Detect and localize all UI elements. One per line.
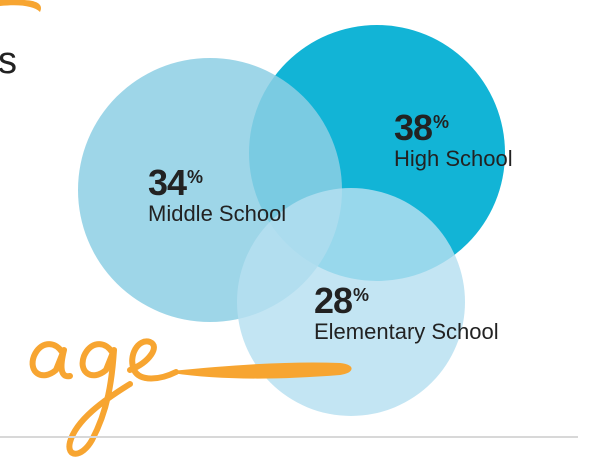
high-school-value: 38: [394, 107, 433, 148]
elementary-school-name: Elementary School: [314, 319, 499, 344]
elementary-school-value: 28: [314, 280, 353, 321]
venn-circle-elementary-school: [237, 188, 465, 416]
elementary-school-label: 28% Elementary School: [314, 283, 499, 343]
high-school-label: 38% High School: [394, 110, 513, 170]
orange-swoosh-top: [0, 0, 42, 12]
elementary-school-percent: 28%: [314, 283, 499, 319]
high-school-percent: 38%: [394, 110, 513, 146]
middle-school-percent-sign: %: [187, 167, 203, 187]
middle-school-percent: 34%: [148, 165, 286, 201]
middle-school-name: Middle School: [148, 201, 287, 226]
bottom-divider: [0, 436, 578, 438]
partial-heading-letter: s: [0, 40, 17, 82]
high-school-name: High School: [394, 146, 513, 171]
elementary-school-percent-sign: %: [353, 285, 369, 305]
high-school-percent-sign: %: [433, 112, 449, 132]
middle-school-label: 34% Middle School: [148, 165, 286, 225]
middle-school-value: 34: [148, 162, 187, 203]
age-script-logo: [29, 338, 352, 457]
